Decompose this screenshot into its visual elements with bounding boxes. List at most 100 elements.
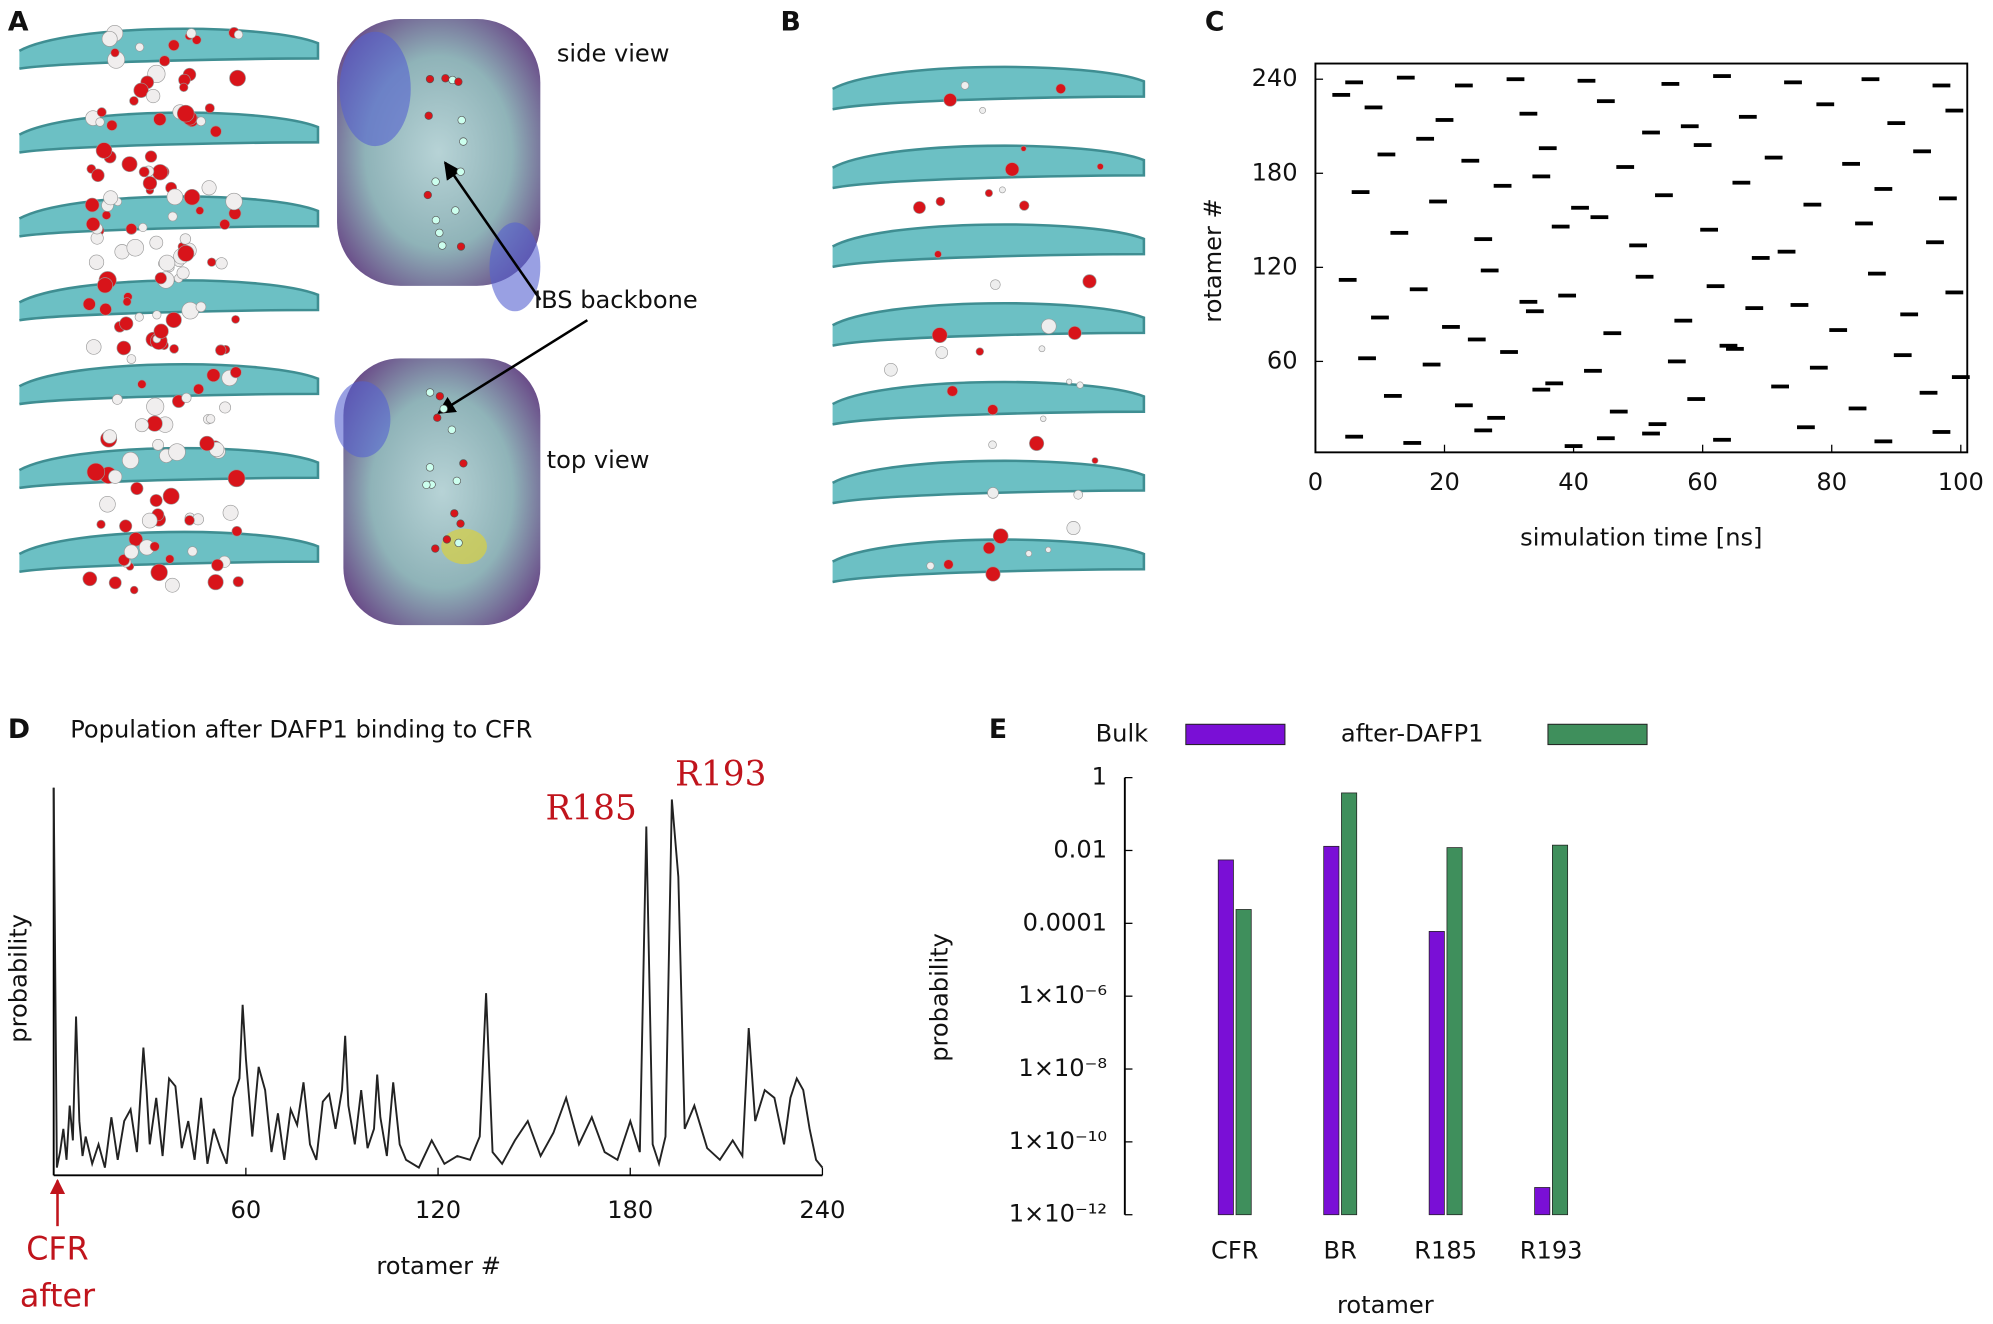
label: side view (557, 40, 670, 68)
point (1532, 387, 1551, 392)
point (1351, 190, 1370, 194)
point (1945, 108, 1964, 113)
atom (979, 107, 987, 114)
point (1809, 365, 1828, 370)
atom (149, 235, 164, 250)
point (1358, 356, 1376, 361)
atom (129, 96, 139, 106)
atom (176, 266, 190, 280)
point (1558, 293, 1577, 298)
legend-swatch (1547, 723, 1648, 746)
point (1474, 428, 1493, 433)
point (1713, 437, 1731, 442)
atom (425, 388, 435, 397)
atom (167, 211, 178, 222)
point (1571, 205, 1589, 210)
atom (129, 585, 139, 595)
atom (456, 519, 465, 528)
atom (102, 429, 117, 444)
atom (133, 82, 149, 98)
atom (97, 277, 113, 294)
point (1500, 350, 1518, 354)
atom (946, 385, 958, 397)
point (1338, 277, 1357, 282)
panel-letter: E (989, 714, 1007, 745)
atom (101, 30, 118, 47)
point (1493, 183, 1512, 188)
point (1771, 384, 1789, 389)
panel-letter: B (780, 6, 800, 37)
point (1416, 136, 1435, 141)
point (1596, 99, 1615, 104)
atom (103, 190, 119, 206)
x-tick-label: 80 (1816, 468, 1847, 496)
atom (96, 519, 106, 529)
ribbon (18, 111, 320, 154)
bar (1552, 844, 1569, 1216)
x-tick-label: 20 (1429, 468, 1460, 496)
point (1396, 75, 1415, 80)
atom (106, 119, 118, 131)
atom (199, 435, 215, 452)
atom (152, 310, 162, 320)
atom (1041, 318, 1057, 334)
y-tick-label: 240 (1252, 64, 1298, 92)
point (1874, 187, 1893, 191)
atom (229, 69, 246, 87)
annotation: R193 (675, 754, 766, 794)
point (1803, 202, 1822, 207)
atom (193, 383, 205, 395)
point (1422, 362, 1441, 367)
atom (1025, 550, 1033, 557)
atom (206, 368, 221, 383)
atom (456, 167, 465, 176)
atom (1091, 457, 1099, 464)
atom (179, 233, 192, 245)
atom (447, 425, 456, 434)
atom (149, 494, 163, 507)
atom (158, 254, 176, 272)
y-axis-label: rotamer # (1199, 198, 1227, 323)
point (1945, 290, 1964, 295)
point (1609, 409, 1628, 414)
ribbon (18, 27, 320, 70)
atom (975, 347, 984, 356)
atom (225, 192, 243, 211)
point (1726, 346, 1744, 351)
ribbon (18, 530, 320, 574)
atom (110, 48, 120, 58)
x-tick-label: 40 (1558, 468, 1589, 496)
arrow (444, 161, 542, 301)
atom (454, 77, 463, 86)
atom (459, 459, 468, 468)
atom (165, 577, 180, 593)
atom (450, 509, 459, 518)
point (1919, 390, 1938, 395)
atom (99, 303, 112, 316)
point (1939, 196, 1957, 201)
y-tick-label: 180 (1252, 158, 1298, 186)
bar (1217, 859, 1234, 1216)
ribbon (831, 301, 1146, 347)
point (1545, 381, 1564, 386)
atom (82, 297, 96, 311)
legend-label: after-DAFP1 (1341, 719, 1484, 747)
atom (141, 512, 158, 529)
atom (195, 301, 207, 313)
label: IBS backbone (534, 286, 698, 314)
y-tick-label: 0.01 (1053, 835, 1107, 863)
y-tick-label: 1×10⁻¹⁰ (1009, 1127, 1107, 1155)
point (1461, 158, 1480, 163)
panel-letter: D (8, 714, 30, 745)
plot-frame (1314, 62, 1969, 454)
atom (138, 222, 148, 233)
atom (438, 241, 447, 250)
atom (934, 250, 942, 259)
point (1383, 393, 1402, 398)
point (1706, 284, 1725, 289)
x-tick-label: CFR (1211, 1237, 1259, 1265)
atom (1073, 489, 1084, 500)
atom (176, 104, 195, 123)
point (1519, 299, 1538, 304)
